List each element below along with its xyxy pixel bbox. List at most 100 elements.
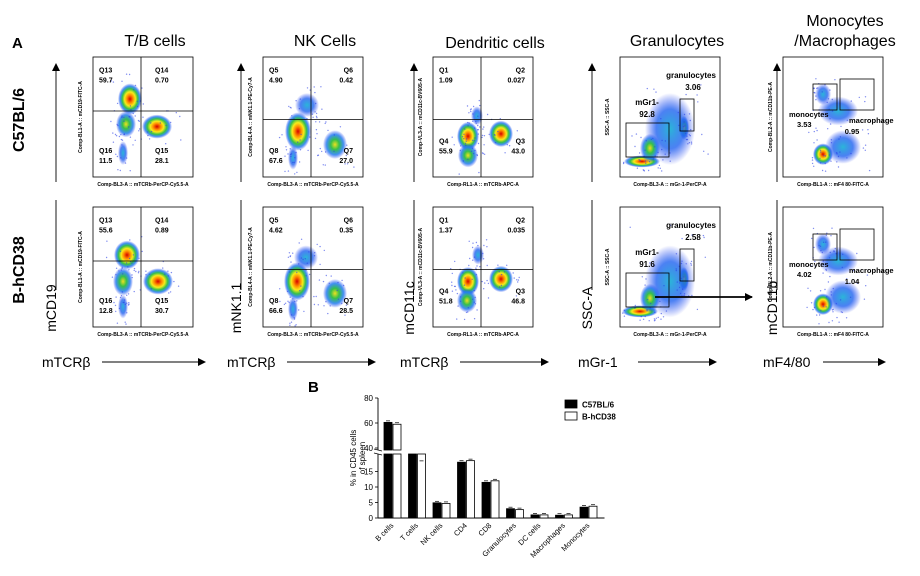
event-dot bbox=[846, 157, 848, 159]
bar bbox=[417, 453, 426, 519]
event-dot bbox=[471, 298, 474, 300]
event-dot bbox=[124, 321, 126, 323]
event-dot bbox=[294, 173, 296, 175]
event-dot bbox=[126, 302, 128, 304]
event-dot bbox=[286, 290, 289, 293]
event-dot bbox=[162, 267, 164, 269]
event-dot bbox=[681, 288, 684, 290]
event-dot bbox=[341, 302, 343, 305]
event-dot bbox=[696, 308, 699, 311]
event-dot bbox=[119, 296, 122, 299]
event-dot bbox=[315, 129, 318, 131]
event-dot bbox=[824, 288, 826, 291]
event-dot bbox=[645, 162, 647, 164]
event-dot bbox=[663, 285, 665, 287]
quadrant-value: 0.35 bbox=[339, 228, 353, 235]
event-dot bbox=[293, 318, 296, 320]
event-dot bbox=[839, 299, 842, 301]
event-dot bbox=[676, 289, 678, 291]
cell-population bbox=[143, 268, 173, 295]
legend-swatch bbox=[564, 411, 578, 421]
event-dot bbox=[477, 133, 479, 135]
event-dot bbox=[657, 316, 659, 319]
event-dot bbox=[831, 227, 833, 229]
event-dot bbox=[828, 257, 831, 259]
event-dot bbox=[461, 136, 464, 138]
event-dot bbox=[115, 296, 117, 298]
event-dot bbox=[640, 315, 642, 318]
gate-value: 1.04 bbox=[845, 277, 860, 286]
event-dot bbox=[469, 109, 472, 111]
event-dot bbox=[127, 266, 129, 268]
quadrant-value: 66.6 bbox=[269, 308, 283, 315]
event-dot bbox=[811, 159, 814, 161]
event-dot bbox=[459, 145, 462, 147]
gate-macrophage bbox=[839, 78, 875, 111]
legend-swatch bbox=[564, 399, 578, 409]
event-dot bbox=[825, 234, 827, 236]
event-dot bbox=[458, 173, 460, 175]
event-dot bbox=[517, 281, 519, 283]
event-dot bbox=[661, 139, 663, 142]
quadrant-value: 11.5 bbox=[99, 158, 112, 165]
cell-population bbox=[640, 133, 660, 163]
event-dot bbox=[821, 91, 823, 93]
category-label: CD4 bbox=[452, 521, 469, 538]
event-dot bbox=[829, 251, 831, 254]
event-dot bbox=[486, 246, 488, 248]
event-dot bbox=[815, 99, 817, 101]
event-dot bbox=[315, 112, 318, 115]
event-dot bbox=[500, 284, 503, 287]
event-dot bbox=[122, 301, 124, 304]
event-dot bbox=[662, 316, 665, 318]
event-dot bbox=[840, 125, 842, 128]
event-dot bbox=[816, 87, 818, 90]
bar bbox=[392, 423, 402, 451]
event-dot bbox=[345, 304, 348, 306]
event-dot bbox=[165, 143, 167, 145]
event-dot bbox=[298, 242, 300, 244]
event-dot bbox=[850, 152, 852, 155]
event-dot bbox=[290, 153, 293, 155]
cell-population bbox=[114, 240, 140, 270]
row-label-b-hcd38: B-hCD38 bbox=[11, 236, 28, 304]
event-dot bbox=[689, 119, 691, 122]
event-dot bbox=[643, 155, 645, 157]
plot-x-axis-text: Comp-BL1-A :: mF4 80-FITC-A bbox=[797, 332, 869, 338]
event-dot bbox=[842, 253, 844, 255]
event-dot bbox=[281, 134, 283, 136]
event-dot bbox=[279, 300, 281, 303]
event-dot bbox=[473, 127, 476, 129]
event-dot bbox=[123, 116, 125, 119]
event-dot bbox=[142, 116, 144, 118]
event-dot bbox=[814, 260, 816, 263]
event-dot bbox=[863, 298, 866, 300]
event-dot bbox=[664, 140, 667, 142]
quadrant-name: Q14 bbox=[155, 68, 168, 75]
gate-name: macrophage bbox=[849, 266, 894, 275]
cell-population bbox=[489, 265, 513, 293]
event-dot bbox=[293, 317, 295, 319]
event-dot bbox=[703, 150, 705, 152]
event-dot bbox=[472, 113, 474, 115]
event-dot bbox=[336, 289, 338, 292]
event-dot bbox=[825, 241, 827, 243]
event-dot bbox=[816, 314, 818, 316]
event-dot bbox=[482, 258, 485, 260]
plot-x-axis-text: Comp-RL1-A :: mTCRb-APC-A bbox=[447, 182, 519, 188]
event-dot bbox=[116, 155, 119, 158]
plot-frame bbox=[92, 56, 194, 178]
event-dot bbox=[120, 138, 123, 141]
event-dot bbox=[483, 144, 485, 146]
y-tick-label: 80 bbox=[364, 394, 373, 403]
event-dot bbox=[112, 141, 115, 143]
bar bbox=[481, 481, 491, 519]
event-dot bbox=[866, 274, 869, 276]
event-dot bbox=[463, 133, 465, 135]
panel-label-b: B bbox=[308, 379, 319, 396]
event-dot bbox=[835, 303, 837, 305]
quadrant-value: 4.62 bbox=[269, 228, 283, 235]
event-dot bbox=[649, 262, 651, 264]
event-dot bbox=[862, 147, 865, 149]
event-dot bbox=[133, 89, 135, 91]
